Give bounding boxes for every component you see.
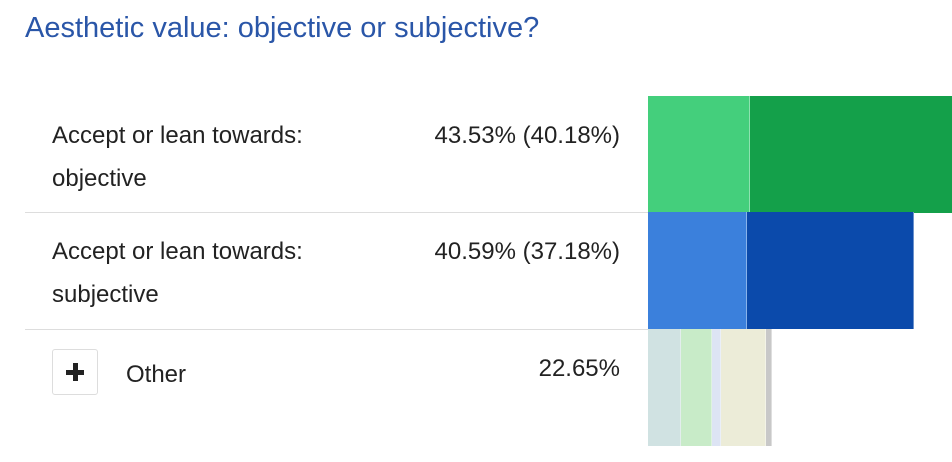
row-percent: 43.53% (40.18%): [434, 122, 620, 149]
bar-segment: [711, 329, 721, 446]
expand-button[interactable]: [52, 349, 98, 395]
row-label: Accept or lean towards: subjective: [52, 238, 303, 308]
result-row: Accept or lean towards: subjective 40.59%…: [0, 212, 952, 329]
result-row: Other 22.65%: [0, 329, 952, 446]
bar-segment: [765, 329, 772, 446]
bar-segment: [750, 96, 952, 213]
bar-segment: [648, 329, 681, 446]
row-percent: 22.65%: [538, 355, 620, 382]
result-row: Accept or lean towards: objective 43.53% …: [0, 96, 952, 213]
bar-segment: [746, 212, 914, 329]
bar-segment: [648, 96, 751, 213]
row-label: Other: [126, 361, 187, 388]
bar-segment: [648, 212, 747, 329]
title: Aesthetic value: objective or subjective…: [25, 12, 540, 44]
bar-segment: [720, 329, 766, 446]
bar-segment: [680, 329, 712, 446]
row-separator: [25, 329, 648, 330]
row-percent: 40.59% (37.18%): [434, 238, 620, 265]
row-separator: [25, 212, 648, 213]
row-label: Accept or lean towards: objective: [52, 122, 303, 192]
